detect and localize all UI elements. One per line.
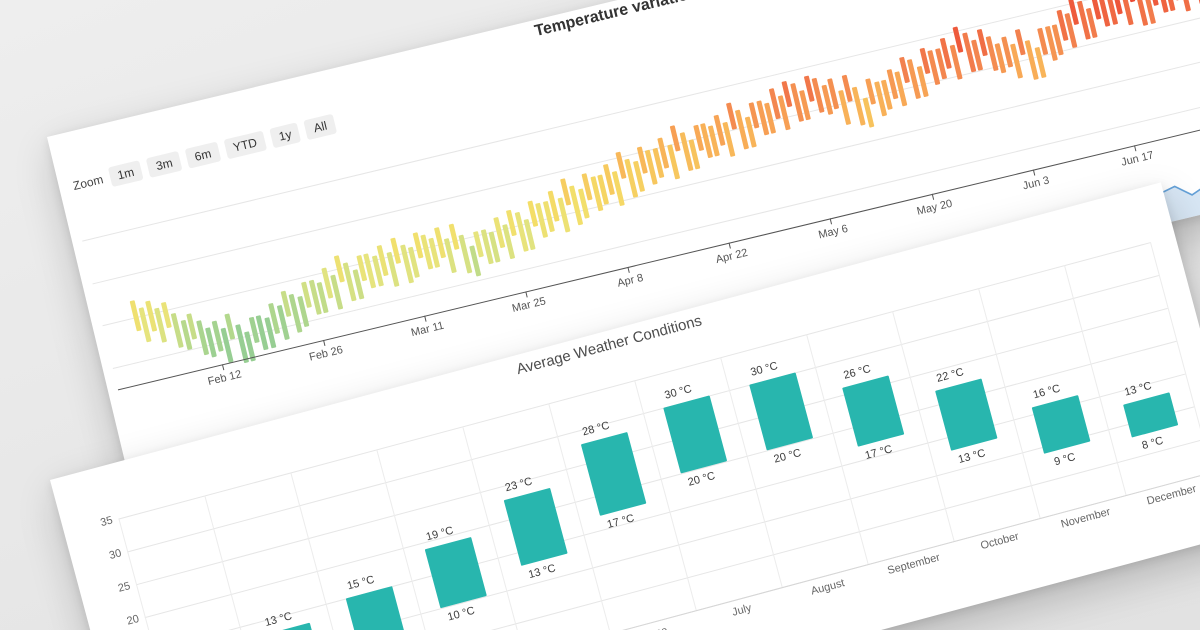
- data-label-low: 20 °C: [686, 469, 717, 489]
- x-axis-label-month: June: [643, 625, 669, 630]
- data-label-low: 9 °C: [1052, 450, 1077, 469]
- data-label-high: 13 °C: [1123, 379, 1153, 399]
- grid-column-line: [548, 403, 611, 630]
- data-label-high: 13 °C: [263, 609, 294, 629]
- month-range-bar: [1122, 392, 1178, 438]
- y-axis-label: 25: [116, 580, 132, 595]
- month-range-bar: [662, 395, 727, 474]
- month-range-bar: [748, 372, 813, 451]
- data-label-high: 26 °C: [842, 363, 873, 382]
- data-label-high: 15 °C: [345, 573, 376, 593]
- data-label-high: 30 °C: [749, 360, 780, 379]
- y-axis-label: 35: [99, 514, 115, 530]
- month-range-bar: [424, 536, 487, 609]
- x-axis-label-month: August: [809, 577, 846, 598]
- y-axis-label: 20: [125, 612, 141, 628]
- data-label-high: 30 °C: [663, 383, 694, 402]
- data-label-high: 28 °C: [580, 419, 611, 438]
- data-label-low: 10 °C: [446, 604, 477, 624]
- month-range-bar: [580, 431, 647, 517]
- data-label-high: 23 °C: [503, 475, 534, 494]
- data-label-low: 8 °C: [1140, 434, 1165, 452]
- grid-column-line: [290, 472, 353, 630]
- data-label-low: 17 °C: [863, 443, 894, 463]
- x-axis-label-month: September: [886, 551, 942, 578]
- month-range-bar: [1031, 395, 1090, 454]
- data-label-low: 20 °C: [772, 446, 803, 466]
- data-label-high: 16 °C: [1031, 382, 1062, 402]
- x-axis-label-month: July: [730, 602, 753, 619]
- month-range-bar: [841, 375, 904, 448]
- month-range-bar: [934, 378, 997, 451]
- data-label-high: 19 °C: [424, 524, 455, 544]
- data-label-low: 17 °C: [605, 512, 636, 532]
- month-range-bar: [345, 586, 406, 630]
- y-axis-label: 30: [107, 547, 123, 562]
